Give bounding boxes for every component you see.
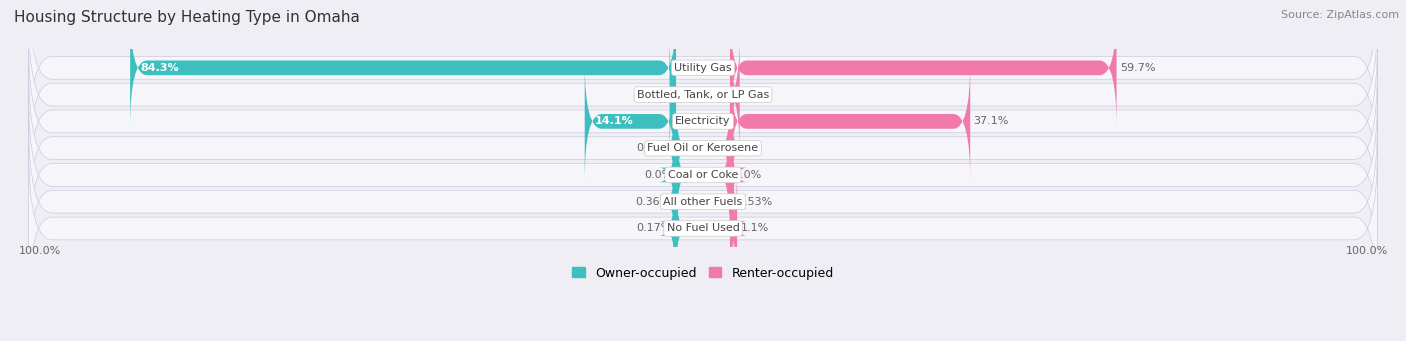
Text: 0.1%: 0.1% bbox=[734, 143, 762, 153]
Text: 0.36%: 0.36% bbox=[636, 197, 671, 207]
Text: Source: ZipAtlas.com: Source: ZipAtlas.com bbox=[1281, 10, 1399, 20]
Text: No Fuel Used: No Fuel Used bbox=[666, 223, 740, 234]
FancyBboxPatch shape bbox=[28, 12, 1378, 177]
Legend: Owner-occupied, Renter-occupied: Owner-occupied, Renter-occupied bbox=[568, 262, 838, 284]
Text: 1.1%: 1.1% bbox=[741, 223, 769, 234]
FancyBboxPatch shape bbox=[28, 0, 1378, 150]
FancyBboxPatch shape bbox=[714, 89, 747, 208]
Text: 0.0%: 0.0% bbox=[734, 170, 762, 180]
Text: 1.5%: 1.5% bbox=[742, 90, 772, 100]
Text: Utility Gas: Utility Gas bbox=[675, 63, 731, 73]
FancyBboxPatch shape bbox=[659, 169, 692, 288]
Text: 37.1%: 37.1% bbox=[973, 116, 1010, 127]
Text: 0.0%: 0.0% bbox=[644, 170, 672, 180]
FancyBboxPatch shape bbox=[28, 66, 1378, 231]
Text: Fuel Oil or Kerosene: Fuel Oil or Kerosene bbox=[647, 143, 759, 153]
FancyBboxPatch shape bbox=[659, 89, 692, 208]
FancyBboxPatch shape bbox=[717, 142, 747, 261]
FancyBboxPatch shape bbox=[28, 39, 1378, 204]
FancyBboxPatch shape bbox=[713, 115, 747, 235]
Text: 59.7%: 59.7% bbox=[1121, 63, 1156, 73]
FancyBboxPatch shape bbox=[585, 62, 676, 181]
FancyBboxPatch shape bbox=[28, 119, 1378, 284]
FancyBboxPatch shape bbox=[659, 115, 693, 235]
Text: 100.0%: 100.0% bbox=[18, 246, 60, 256]
Text: 0.53%: 0.53% bbox=[737, 197, 772, 207]
FancyBboxPatch shape bbox=[659, 35, 686, 154]
Text: 84.3%: 84.3% bbox=[141, 63, 179, 73]
FancyBboxPatch shape bbox=[659, 142, 690, 261]
FancyBboxPatch shape bbox=[28, 93, 1378, 257]
FancyBboxPatch shape bbox=[720, 169, 747, 288]
Text: Housing Structure by Heating Type in Omaha: Housing Structure by Heating Type in Oma… bbox=[14, 10, 360, 25]
Text: Coal or Coke: Coal or Coke bbox=[668, 170, 738, 180]
Text: 0.12%: 0.12% bbox=[637, 143, 672, 153]
Text: 100.0%: 100.0% bbox=[1346, 246, 1388, 256]
Text: Bottled, Tank, or LP Gas: Bottled, Tank, or LP Gas bbox=[637, 90, 769, 100]
Text: 0.17%: 0.17% bbox=[636, 223, 672, 234]
Text: 14.1%: 14.1% bbox=[595, 116, 634, 127]
FancyBboxPatch shape bbox=[730, 62, 970, 181]
Text: Electricity: Electricity bbox=[675, 116, 731, 127]
Text: 1.0%: 1.0% bbox=[638, 90, 666, 100]
FancyBboxPatch shape bbox=[28, 146, 1378, 311]
FancyBboxPatch shape bbox=[131, 8, 676, 128]
FancyBboxPatch shape bbox=[723, 35, 747, 154]
FancyBboxPatch shape bbox=[730, 8, 1116, 128]
Text: All other Fuels: All other Fuels bbox=[664, 197, 742, 207]
